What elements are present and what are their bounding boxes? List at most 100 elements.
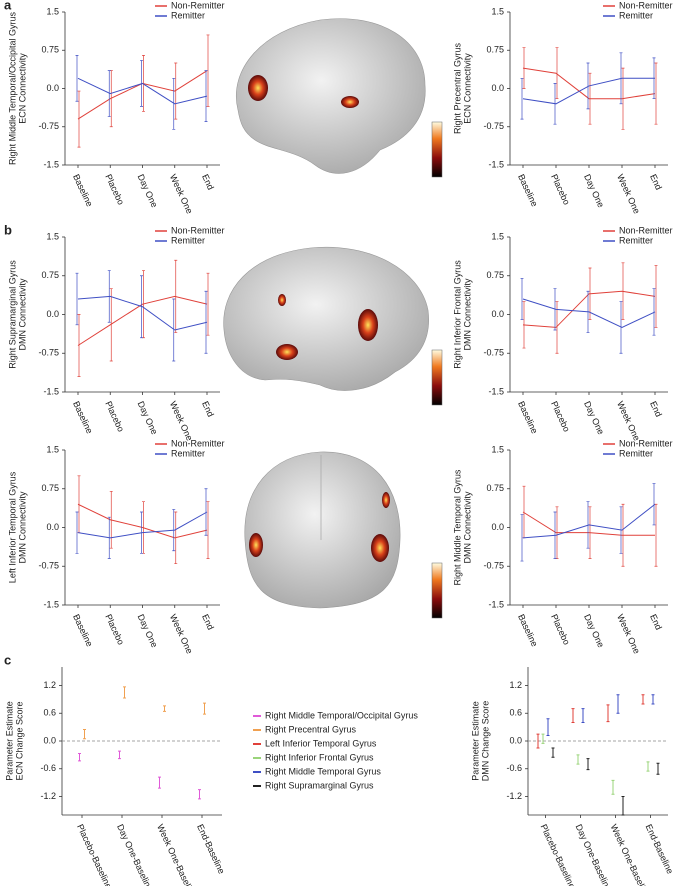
x-tick-label: Baseline xyxy=(71,173,95,209)
error-bar xyxy=(172,509,176,552)
legend-label: Non-Remitter xyxy=(619,438,673,448)
brain-image xyxy=(223,246,443,406)
error-bar xyxy=(652,288,656,336)
series-line xyxy=(522,503,656,539)
error-bar xyxy=(588,72,592,125)
x-tick-label: Placebo-Baseline xyxy=(539,823,578,886)
error-bar xyxy=(206,34,210,107)
x-tick-label: Day One xyxy=(136,400,160,436)
brain-image xyxy=(244,451,443,619)
error-bar xyxy=(586,758,590,771)
error-bar xyxy=(107,70,111,117)
error-bar xyxy=(522,301,526,349)
y-axis-label: ECN Change Score xyxy=(14,701,24,780)
error-bar xyxy=(621,503,625,567)
x-tick-label: Week One xyxy=(168,613,195,656)
panel-letter: b xyxy=(4,222,12,237)
series-line xyxy=(522,290,656,328)
error-bar xyxy=(522,485,526,539)
error-bar xyxy=(656,762,660,775)
error-bar xyxy=(206,272,210,336)
series-line xyxy=(522,77,655,105)
x-tick-label: Baseline xyxy=(516,400,540,436)
y-tick-label: 1.2 xyxy=(43,680,56,690)
y-tick-label: 0.75 xyxy=(41,45,59,55)
error-bar xyxy=(641,694,645,705)
y-tick-label: 0.0 xyxy=(509,735,522,745)
y-axis-label: DMN Connectivity xyxy=(17,491,27,564)
error-bar xyxy=(520,77,524,120)
error-bar xyxy=(586,290,590,333)
error-bar xyxy=(581,708,585,723)
error-bar xyxy=(174,259,178,333)
error-bar xyxy=(606,704,610,723)
error-bar xyxy=(204,488,208,536)
y-tick-label: 1.5 xyxy=(46,231,59,241)
x-tick-label: Day One xyxy=(136,173,160,209)
error-bar xyxy=(588,506,592,559)
y-tick-label: 0.75 xyxy=(486,270,504,280)
error-bar xyxy=(621,262,625,321)
series-line xyxy=(77,503,208,539)
x-tick-label: End-Baseline xyxy=(195,823,227,876)
legend-label: Remitter xyxy=(171,448,205,458)
y-tick-label: -0.75 xyxy=(483,561,504,571)
error-bar xyxy=(158,776,161,789)
error-bar xyxy=(140,511,143,554)
x-tick-label: Placebo-Baseline xyxy=(75,823,114,886)
y-tick-label: 1.5 xyxy=(491,231,504,241)
x-tick-label: Week One-Baseline xyxy=(155,823,198,886)
error-bar xyxy=(140,60,143,107)
x-tick-label: Day One xyxy=(582,173,606,209)
error-bar xyxy=(77,314,81,377)
y-tick-label: 1.5 xyxy=(46,444,59,454)
y-tick-label: 1.5 xyxy=(46,6,59,16)
y-tick-label: -0.6 xyxy=(506,763,522,773)
error-bar xyxy=(611,779,615,795)
legend-label: Left Inferior Temporal Gyrus xyxy=(265,738,377,748)
panel-letter: a xyxy=(4,0,12,12)
y-tick-label: 0.0 xyxy=(46,309,59,319)
error-bar xyxy=(174,511,178,565)
y-axis-label: Right Supramarginal Gyrus xyxy=(7,260,17,369)
legend-label: Right Inferior Frontal Gyrus xyxy=(265,752,374,762)
y-tick-label: -0.75 xyxy=(483,121,504,131)
y-tick-label: -1.2 xyxy=(506,791,522,801)
error-bar xyxy=(107,516,111,559)
legend-label: Non-Remitter xyxy=(619,225,673,235)
error-bar xyxy=(118,750,121,760)
y-tick-label: -1.5 xyxy=(488,599,504,609)
x-tick-label: Week One xyxy=(615,173,642,216)
x-tick-label: End xyxy=(200,173,216,192)
error-bar xyxy=(619,301,623,354)
legend-label: Remitter xyxy=(619,235,653,245)
y-axis-label: ECN Connectivity xyxy=(462,53,472,124)
error-bar xyxy=(588,267,592,321)
x-tick-label: Placebo xyxy=(103,613,126,647)
y-axis-label: Right Inferior Frontal Gyrus xyxy=(452,260,462,369)
error-bar xyxy=(553,288,557,331)
panel-letter: c xyxy=(4,652,11,667)
error-bar xyxy=(142,55,145,112)
x-tick-label: Week One xyxy=(168,173,195,216)
error-bar xyxy=(616,694,620,714)
error-bar xyxy=(140,275,143,339)
y-tick-label: -1.5 xyxy=(43,599,59,609)
y-axis-label: Right Middle Temporal/Occipital Gyrus xyxy=(7,12,17,165)
y-axis-label: Parameter Estimate xyxy=(470,701,480,781)
series-line xyxy=(77,70,208,120)
x-tick-label: Week One xyxy=(615,613,642,656)
error-bar xyxy=(522,47,526,89)
y-tick-label: -0.75 xyxy=(38,561,59,571)
error-bar xyxy=(652,57,656,100)
y-tick-label: 0.75 xyxy=(486,483,504,493)
error-bar xyxy=(553,83,557,125)
y-axis-label: DMN Change Score xyxy=(480,701,490,782)
legend-label: Right Precentral Gyrus xyxy=(265,724,357,734)
y-axis-label: Right Middle Temporal Gyrus xyxy=(452,469,462,585)
y-axis-label: ECN Connectivity xyxy=(17,53,27,124)
legend-label: Right Supramarginal Gyrus xyxy=(265,780,374,790)
x-tick-label: Day One xyxy=(582,400,606,436)
y-tick-label: -1.5 xyxy=(43,386,59,396)
error-bar xyxy=(654,265,658,328)
